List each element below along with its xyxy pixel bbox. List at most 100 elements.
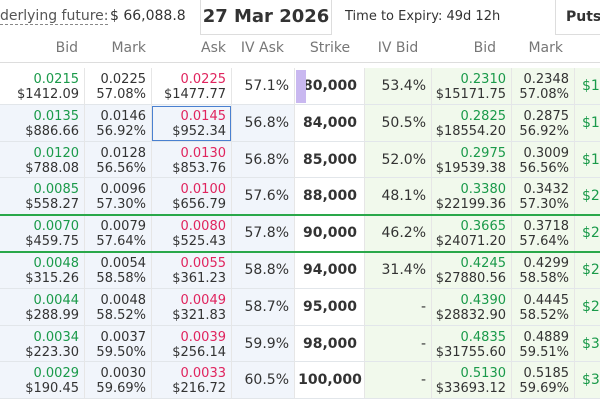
price: 0.2875 bbox=[523, 108, 570, 124]
iv-bid: 31.4% bbox=[381, 262, 426, 278]
price: 0.5185 bbox=[523, 366, 570, 382]
price: 0.2348 bbox=[523, 72, 570, 87]
next: $28 bbox=[582, 262, 600, 278]
cell-bg bbox=[152, 141, 232, 179]
secondary-value: $656.79 bbox=[172, 197, 226, 213]
cell-bg bbox=[512, 325, 575, 363]
secondary-value: 58.52% bbox=[96, 307, 146, 323]
cell-bg bbox=[365, 104, 432, 142]
underlying-value: $ 66,088.8 bbox=[110, 8, 186, 24]
iv-bid: 50.5% bbox=[381, 114, 426, 131]
secondary-value: $15171.75 bbox=[435, 87, 506, 102]
cell-bg bbox=[575, 288, 600, 326]
secondary-value: $459.75 bbox=[25, 234, 79, 250]
column-header: Strike bbox=[309, 40, 351, 56]
cell-bg bbox=[432, 288, 512, 326]
strike: 85,000 bbox=[302, 151, 358, 168]
iv-ask: 58.8% bbox=[244, 262, 289, 278]
secondary-value: $27880.56 bbox=[435, 271, 506, 286]
cell-bg bbox=[0, 362, 85, 400]
cell-bg bbox=[365, 362, 432, 400]
secondary-value: 56.56% bbox=[96, 160, 146, 176]
cell-bg bbox=[365, 68, 432, 105]
secondary-value: $223.30 bbox=[25, 344, 79, 360]
cell-bg bbox=[152, 178, 232, 216]
price: 0.0130 bbox=[180, 145, 227, 161]
strike: 98,000 bbox=[302, 335, 358, 352]
cell-bg bbox=[85, 68, 152, 105]
iv-ask: 57.8% bbox=[244, 225, 289, 242]
cell-bg bbox=[575, 252, 600, 289]
price: 0.0033 bbox=[180, 366, 227, 382]
side-toggle[interactable]: Puts bbox=[555, 0, 600, 35]
secondary-value: 58.52% bbox=[519, 307, 569, 323]
secondary-value: $31755.60 bbox=[435, 344, 506, 360]
secondary-value: 57.08% bbox=[519, 87, 569, 102]
cell-bg bbox=[232, 215, 295, 252]
secondary-value: $256.14 bbox=[172, 344, 226, 360]
cell-bg bbox=[432, 252, 512, 289]
iv-ask: 59.9% bbox=[244, 335, 289, 352]
secondary-value: $952.34 bbox=[172, 123, 226, 139]
cell-bg bbox=[85, 104, 152, 142]
next: $34 bbox=[582, 372, 600, 389]
cell-bg bbox=[152, 362, 232, 400]
iv-ask: 60.5% bbox=[244, 372, 289, 389]
secondary-value: 57.08% bbox=[96, 87, 146, 102]
selected-strike-bar bbox=[296, 70, 306, 103]
secondary-value: $216.72 bbox=[172, 381, 226, 397]
column-header: Bid bbox=[55, 40, 78, 56]
cell-bg bbox=[295, 252, 365, 289]
strike: 90,000 bbox=[302, 225, 358, 242]
cell-bg bbox=[432, 104, 512, 142]
cell-bg bbox=[232, 288, 295, 326]
cell-bg bbox=[575, 325, 600, 363]
price: 0.0048 bbox=[100, 292, 147, 308]
cell-bg bbox=[575, 141, 600, 179]
cell-bg bbox=[295, 362, 365, 400]
secondary-value: $361.23 bbox=[172, 271, 226, 286]
cell-bg bbox=[432, 68, 512, 105]
price: 0.0034 bbox=[33, 329, 80, 345]
secondary-value: $525.43 bbox=[172, 234, 226, 250]
cell-bg bbox=[85, 215, 152, 252]
column-header: Bid bbox=[473, 40, 496, 56]
cell-bg bbox=[0, 252, 85, 289]
cell-bg bbox=[152, 68, 232, 105]
cell-bg bbox=[575, 104, 600, 142]
cell-bg bbox=[295, 141, 365, 179]
secondary-value: $19539.38 bbox=[435, 160, 506, 176]
iv-ask: 57.1% bbox=[244, 78, 289, 94]
secondary-value: $321.83 bbox=[172, 307, 226, 323]
expiry-date[interactable]: 27 Mar 2026 bbox=[200, 0, 332, 35]
price: 0.4245 bbox=[460, 256, 507, 271]
price: 0.0037 bbox=[100, 329, 147, 345]
price: 0.0145 bbox=[180, 108, 227, 124]
iv-ask: 58.7% bbox=[244, 298, 289, 315]
price: 0.0054 bbox=[100, 256, 147, 271]
atm-line bbox=[0, 214, 600, 217]
secondary-value: $33693.12 bbox=[435, 381, 506, 397]
cell-bg bbox=[365, 141, 432, 179]
price: 0.3009 bbox=[523, 145, 570, 161]
cell-bg bbox=[295, 215, 365, 252]
strike: 88,000 bbox=[302, 188, 358, 205]
iv-ask: 56.8% bbox=[244, 151, 289, 168]
secondary-value: $788.08 bbox=[25, 160, 79, 176]
cell-bg bbox=[365, 178, 432, 216]
cell-bg bbox=[432, 178, 512, 216]
cell-bg bbox=[432, 362, 512, 400]
price: 0.4445 bbox=[523, 292, 570, 308]
cell-bg bbox=[295, 288, 365, 326]
focused-cell bbox=[152, 105, 231, 141]
price: 0.3380 bbox=[460, 182, 507, 198]
column-header: Ask bbox=[201, 40, 226, 56]
secondary-value: $1477.77 bbox=[163, 87, 226, 102]
secondary-value: 57.64% bbox=[96, 234, 146, 250]
price: 0.2825 bbox=[460, 108, 507, 124]
iv-bid: 53.4% bbox=[381, 78, 426, 94]
cell-bg bbox=[575, 68, 600, 105]
price: 0.5130 bbox=[460, 366, 507, 382]
price: 0.0120 bbox=[33, 145, 80, 161]
price: 0.0048 bbox=[33, 256, 80, 271]
